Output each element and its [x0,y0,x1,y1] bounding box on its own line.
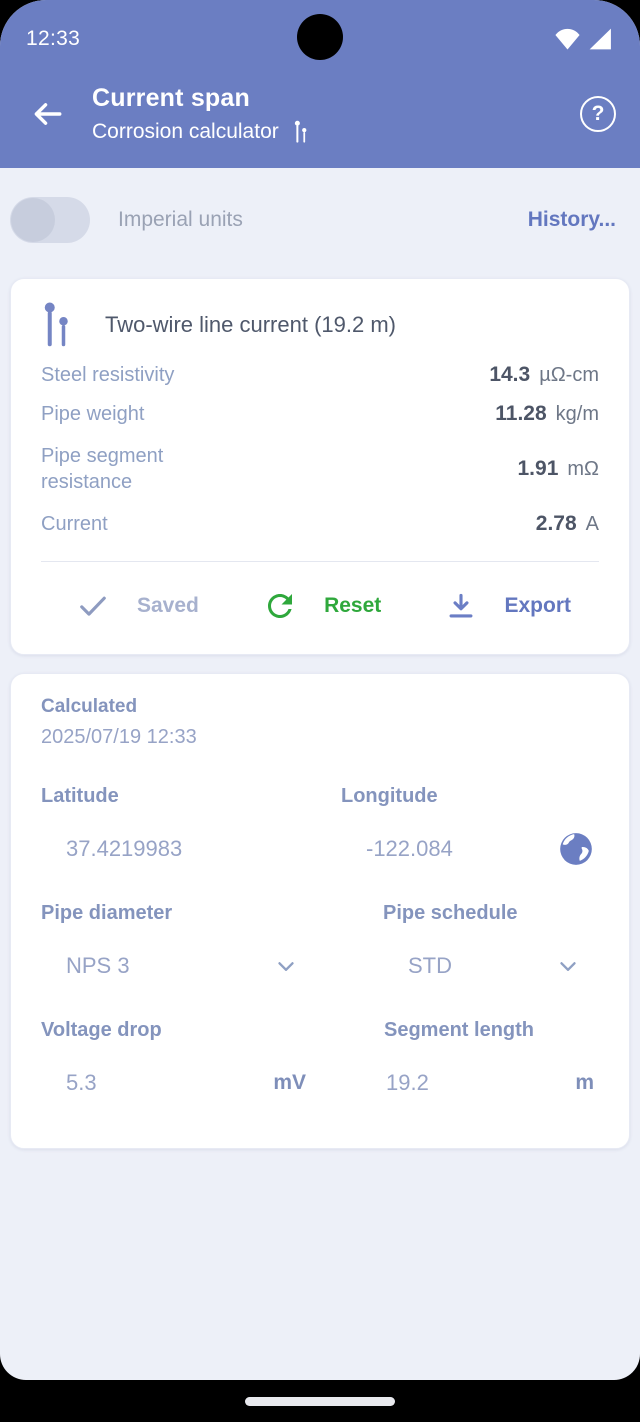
chevron-down-icon [273,953,299,979]
result-row: Pipe segment resistance 1.91 mΩ [41,443,599,495]
download-icon [444,589,478,623]
status-icons [554,28,612,50]
result-label: Current [41,513,108,535]
subtitle-text: Corrosion calculator [92,120,279,143]
export-button[interactable]: Export [444,589,571,623]
refresh-icon [262,588,298,624]
status-time: 12:33 [26,27,81,50]
result-value: 11.28 [495,402,547,425]
reset-button[interactable]: Reset [262,588,381,624]
home-indicator[interactable] [245,1396,395,1406]
voltage-drop-field[interactable]: 5.3 mV [41,1066,341,1100]
units-row: Imperial units History... [0,168,640,246]
result-value: 14.3 [489,363,531,386]
results-card: Two-wire line current (19.2 m) Steel res… [10,278,630,655]
saved-button[interactable]: Saved [75,588,199,624]
result-unit: kg/m [555,403,599,425]
segment-length-value[interactable]: 19.2 [386,1070,429,1095]
longitude-label: Longitude [341,785,438,807]
globe-location-button[interactable] [557,830,595,868]
pipe-diameter-label: Pipe diameter [41,902,173,924]
longitude-field[interactable]: -122.084 [341,832,609,866]
page-subtitle: Corrosion calculator [92,120,580,144]
divider [41,561,599,562]
pipe-schedule-dropdown[interactable]: STD [341,949,609,983]
result-label: Pipe weight [41,403,145,425]
page-title: Current span [92,84,250,112]
check-icon [75,588,111,624]
latitude-value[interactable]: 37.4219983 [66,836,183,861]
two-pins-icon [41,301,71,349]
pipe-diameter-value: NPS 3 [66,953,130,978]
pipe-schedule-value: STD [408,953,452,978]
segment-length-label: Segment length [384,1019,535,1041]
camera-punch-hole [297,14,343,60]
title-block: Current span Corrosion calculator [92,84,580,144]
export-label: Export [504,594,571,617]
result-rows: Steel resistivity 14.3 µΩ-cm Pipe weight … [31,362,609,537]
pipe-schedule-label: Pipe schedule [383,902,518,924]
latitude-label: Latitude [41,785,119,807]
results-card-header: Two-wire line current (19.2 m) [31,301,609,349]
coordinates-labels: Latitude Longitude 37.4219983 -122.084 [31,785,609,866]
pipe-diameter-dropdown[interactable]: NPS 3 [41,949,341,983]
voltage-drop-value[interactable]: 5.3 [66,1070,97,1095]
status-bar: 12:33 [0,0,640,68]
saved-label: Saved [137,594,199,617]
latitude-field[interactable]: 37.4219983 [41,832,341,866]
calculated-label: Calculated [41,696,138,717]
gesture-nav-bar [0,1380,640,1422]
result-label: Steel resistivity [41,364,175,386]
two-pins-icon [293,120,308,144]
calculated-timestamp: 2025/07/19 12:33 [41,726,197,748]
actions-row: Saved Reset [31,562,609,654]
history-link[interactable]: History... [527,208,616,231]
result-unit: µΩ-cm [539,364,599,386]
question-mark-icon: ? [591,102,605,125]
result-value: 1.91 [517,457,559,480]
imperial-units-toggle[interactable] [10,197,90,243]
result-row: Current 2.78 A [41,511,599,537]
arrow-left-icon [30,97,64,131]
result-row: Steel resistivity 14.3 µΩ-cm [41,362,599,388]
app-bar: Current span Corrosion calculator ? [0,68,640,168]
result-label: Pipe segment resistance [41,445,164,493]
chevron-down-icon [555,953,581,979]
reset-label: Reset [324,594,382,617]
pipe-selectors: Pipe diameter Pipe schedule NPS 3 STD [31,902,609,983]
results-card-title: Two-wire line current (19.2 m) [105,312,396,337]
back-button[interactable] [24,91,70,137]
voltage-drop-unit: mV [273,1071,306,1094]
measurement-fields: Voltage drop Segment length 5.3 mV 19.2 … [31,1019,609,1100]
result-value: 2.78 [535,512,577,535]
result-unit: A [585,513,599,535]
help-button[interactable]: ? [580,96,616,132]
imperial-units-label: Imperial units [118,208,243,231]
segment-length-unit: m [575,1071,594,1094]
result-unit: mΩ [567,458,599,480]
longitude-value[interactable]: -122.084 [366,836,453,861]
details-card: Calculated 2025/07/19 12:33 Latitude Lon… [10,673,630,1149]
segment-length-field[interactable]: 19.2 m [341,1066,609,1100]
wifi-icon [554,28,581,50]
content-area: 12:33 [0,0,640,1380]
voltage-drop-label: Voltage drop [41,1019,162,1041]
cellular-signal-icon [588,28,612,50]
result-row: Pipe weight 11.28 kg/m [41,401,599,427]
toggle-thumb [11,198,55,242]
